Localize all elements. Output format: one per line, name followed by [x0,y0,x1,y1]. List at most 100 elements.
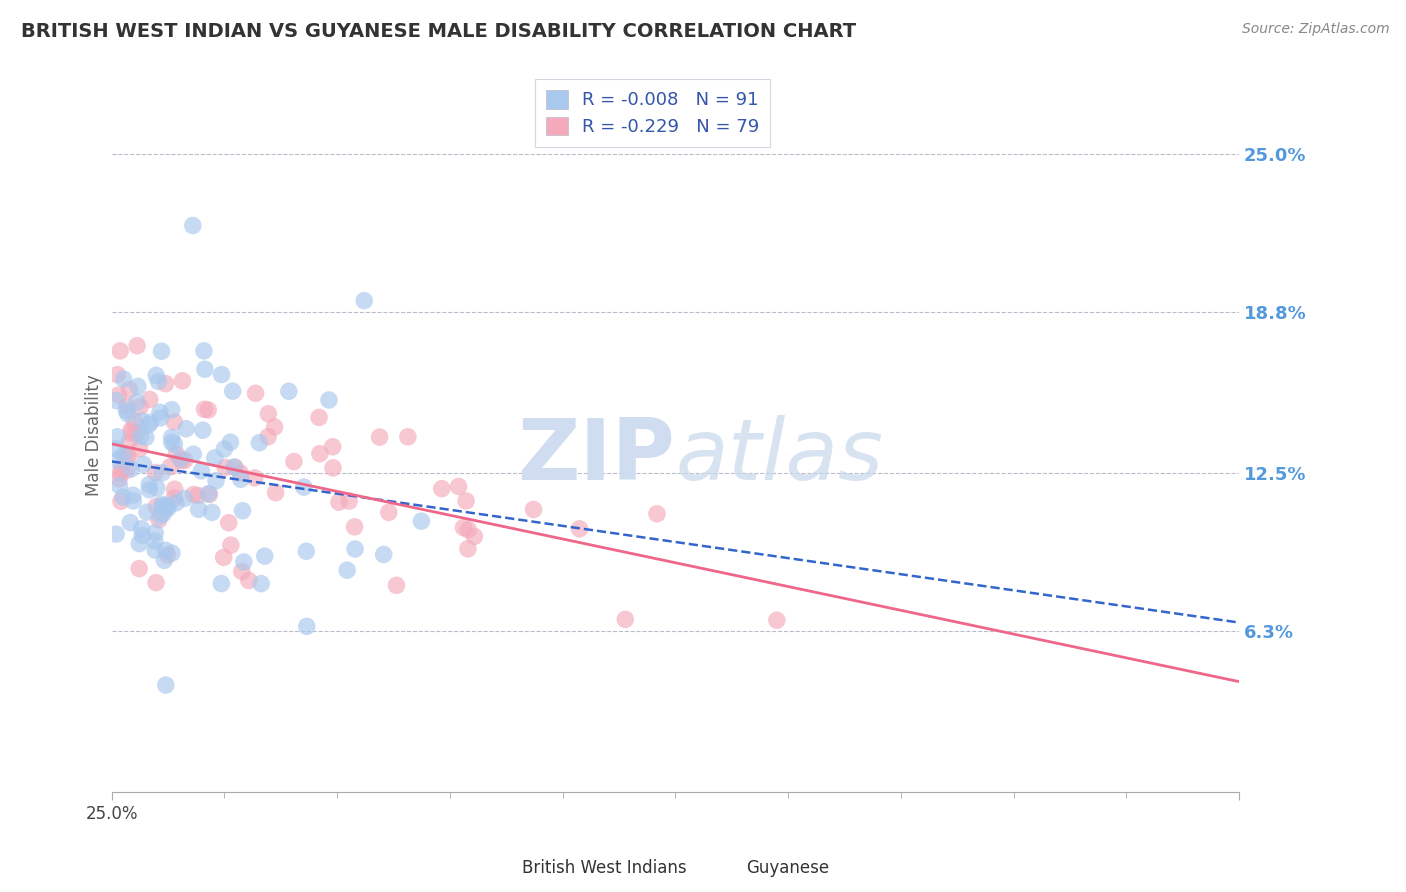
Point [105,442,128,456]
Point [187,502,209,516]
Point [337,494,360,508]
Point [250,576,273,591]
Point [145,575,167,590]
Point [112,448,135,462]
Point [214,460,236,475]
Point [155,543,177,558]
Point [127,379,149,393]
Point [245,386,267,401]
Point [263,420,285,434]
Point [163,491,186,505]
Point [201,505,224,519]
Point [222,460,245,475]
Point [172,374,194,388]
Point [149,508,172,523]
Point [218,516,240,530]
Point [155,500,177,514]
Point [117,407,139,421]
Point [105,527,128,541]
Point [149,410,172,425]
Point [378,505,401,519]
Point [292,480,315,494]
Point [128,442,150,456]
Point [231,504,253,518]
Point [108,478,131,492]
Point [353,293,375,308]
Point [107,388,129,402]
Point [411,514,433,528]
Point [143,533,166,548]
Point [112,372,135,386]
Point [173,453,195,467]
Point [157,501,180,516]
Point [118,383,141,397]
Point [231,565,253,579]
Point [145,466,167,480]
Point [143,543,166,558]
Point [214,442,236,456]
Point [253,549,276,563]
Point [277,384,299,399]
Point [247,435,270,450]
Point [105,430,128,444]
Point [219,435,242,450]
Point [229,466,252,480]
Point [193,343,215,358]
Point [148,375,170,389]
Point [322,461,344,475]
Point [169,452,191,467]
Point [108,343,131,358]
Point [105,393,128,408]
Point [197,403,219,417]
Point [212,550,235,565]
Point [163,482,186,496]
Point [385,578,408,592]
Point [163,437,186,451]
Point [568,522,591,536]
Point [115,463,138,477]
Point [159,459,181,474]
Point [155,678,177,692]
Point [209,576,232,591]
Point [447,479,470,493]
Point [121,426,143,441]
Point [149,405,172,419]
Point [174,422,197,436]
Point [115,400,138,414]
Point [257,430,280,444]
Point [131,522,153,536]
Point [143,525,166,540]
Point [122,488,145,502]
Point [194,362,217,376]
Point [152,507,174,521]
Point [124,415,146,429]
Point [457,541,479,556]
Point [205,474,228,488]
Point [373,548,395,562]
Point [138,417,160,432]
Legend: R = -0.008   N = 91, R = -0.229   N = 79: R = -0.008 N = 91, R = -0.229 N = 79 [536,79,770,147]
Point [224,460,246,475]
Point [160,430,183,444]
Point [139,392,162,407]
Point [160,435,183,450]
Point [295,619,318,633]
Point [191,423,214,437]
Point [105,368,128,382]
Point [150,466,173,480]
Point [336,563,359,577]
Point [308,410,330,425]
Point [396,430,419,444]
Point [155,376,177,391]
Point [135,430,157,444]
Point [136,505,159,519]
Point [128,536,150,550]
Point [112,490,135,504]
Point [243,471,266,485]
Point [238,574,260,588]
Point [115,403,138,417]
Point [614,612,637,626]
Text: Guyanese: Guyanese [745,859,830,877]
Point [198,487,221,501]
Point [308,447,330,461]
